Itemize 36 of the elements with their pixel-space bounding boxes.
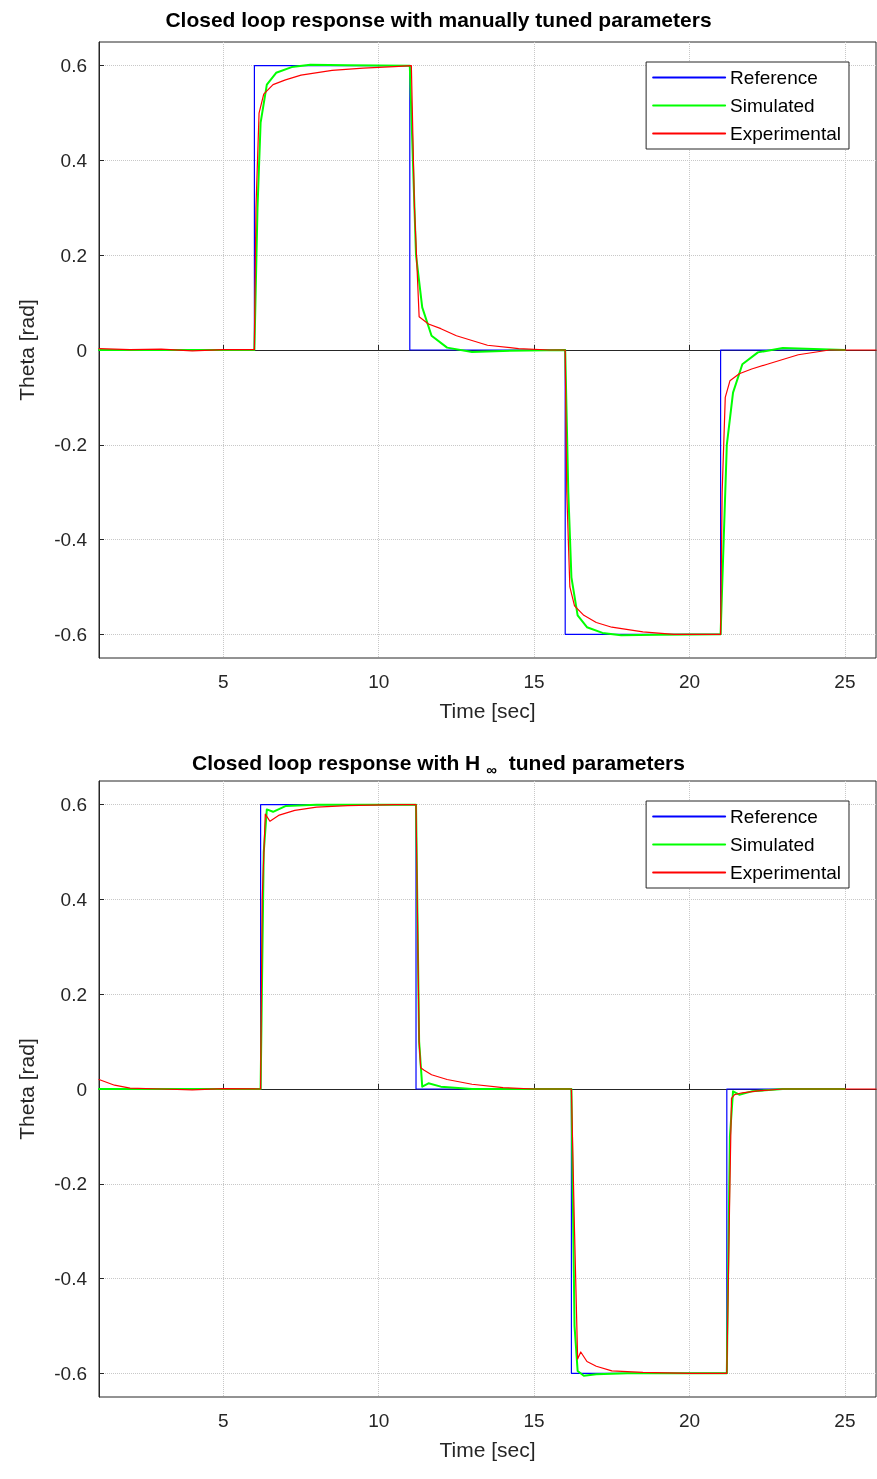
x-tick-label: 20 <box>678 671 701 692</box>
y-tick-label: -0.2 <box>54 1173 87 1195</box>
x-tick-label: 15 <box>523 671 545 692</box>
y-tick-label: -0.6 <box>54 1362 87 1384</box>
y-tick-label: 0.6 <box>60 794 87 816</box>
legend-label: Simulated <box>730 834 815 855</box>
y-tick-label: -0.2 <box>54 434 87 456</box>
y-tick-label: -0.4 <box>54 529 88 551</box>
y-tick-label: 0.4 <box>60 149 88 171</box>
chart-title: Closed loop response with manually tuned parameters <box>165 8 712 31</box>
y-tick-label: 0.4 <box>60 888 88 910</box>
y-axis-title: Theta [rad] <box>15 299 38 401</box>
legend-label: Experimental <box>730 123 842 144</box>
x-tick-label: 10 <box>368 671 390 692</box>
y-tick-label: -0.4 <box>54 1268 88 1290</box>
y-tick-label: -0.6 <box>54 623 87 645</box>
x-tick-label: 25 <box>834 1410 856 1431</box>
x-axis-title: Time [sec] <box>439 699 536 722</box>
y-tick-label: 0.6 <box>60 55 87 77</box>
x-tick-label: 15 <box>523 1410 545 1431</box>
chart-title: Closed loop response with H∞ tuned parameters <box>192 751 685 778</box>
legend-label: Reference <box>730 806 818 827</box>
x-tick-label: 25 <box>834 671 856 692</box>
y-tick-label: 0 <box>76 339 87 361</box>
y-tick-label: 0.2 <box>60 244 87 266</box>
legend-label: Experimental <box>730 862 842 883</box>
x-tick-label: 5 <box>218 1410 229 1431</box>
y-axis-title: Theta [rad] <box>15 1038 38 1140</box>
legend-label: Reference <box>730 67 818 88</box>
x-tick-label: 20 <box>678 1410 701 1431</box>
y-tick-label: 0 <box>76 1078 87 1100</box>
legend-label: Simulated <box>730 95 815 116</box>
y-tick-label: 0.2 <box>60 983 87 1005</box>
x-tick-label: 10 <box>368 1410 390 1431</box>
x-axis-title: Time [sec] <box>439 1438 536 1461</box>
x-tick-label: 5 <box>218 671 229 692</box>
